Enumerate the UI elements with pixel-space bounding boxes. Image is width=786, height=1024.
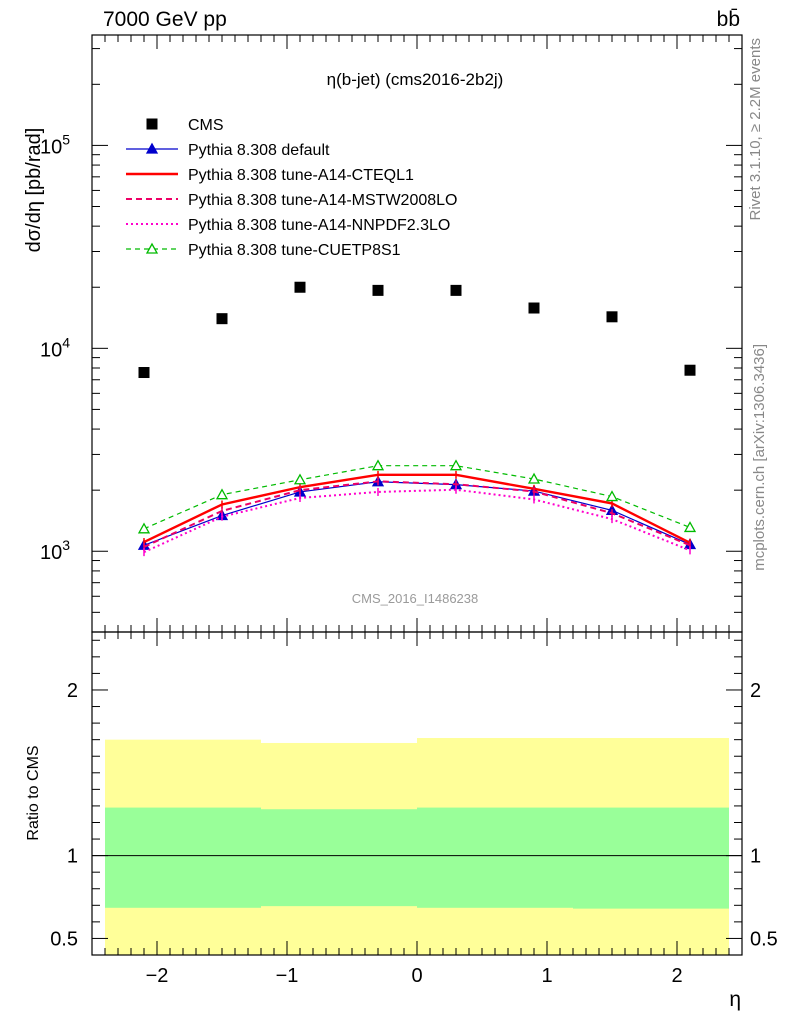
x-tick-label: 0 xyxy=(411,965,422,987)
data-point xyxy=(684,364,696,376)
mcplots-label: mcplots.cern.ch [arXiv:1306.3436] xyxy=(751,344,768,571)
data-point xyxy=(145,142,159,154)
legend-label: Pythia 8.308 default xyxy=(188,142,330,159)
ratio-tick-labels: 0.5 0.5 1 1 2 2 −2 −1 0 1 2 xyxy=(50,680,778,987)
main-y-tick-labels: 103 104 105 xyxy=(40,131,70,564)
analysis-watermark: CMS_2016_I1486238 xyxy=(352,591,479,606)
data-point xyxy=(138,367,150,379)
ratio-y-tick-label: 0.5 xyxy=(50,928,78,950)
legend-label: Pythia 8.308 tune-A14-NNPDF2.3LO xyxy=(188,217,450,234)
y-tick-label: 104 xyxy=(40,334,70,361)
data-point xyxy=(371,459,385,471)
y-tick-label: 105 xyxy=(40,131,70,158)
ratio-y-tick-label-right: 2 xyxy=(750,680,761,702)
ratio-y-tick-label: 1 xyxy=(67,846,78,868)
ratio-band xyxy=(261,809,417,907)
ratio-band xyxy=(573,807,729,909)
process-label: bb̄ xyxy=(717,8,740,31)
legend-label: CMS xyxy=(188,117,224,134)
data-point xyxy=(216,313,228,325)
legend-label: Pythia 8.308 tune-A14-CTEQL1 xyxy=(188,167,414,184)
ratio-y-tick-label-right: 0.5 xyxy=(750,928,778,950)
series-line xyxy=(143,473,691,544)
x-axis-label: η xyxy=(729,988,741,1011)
data-point xyxy=(605,490,619,502)
ratio-ylabel: Ratio to CMS xyxy=(25,745,42,840)
ratio-bands xyxy=(92,738,742,955)
legend-label: Pythia 8.308 tune-CUETP8S1 xyxy=(188,242,401,259)
series-line xyxy=(143,480,691,548)
x-tick-label: −2 xyxy=(146,965,169,987)
y-tick-label: 103 xyxy=(40,537,70,564)
ratio-band xyxy=(417,807,573,908)
data-point xyxy=(527,472,541,484)
ratio-y-tick-label: 2 xyxy=(67,680,78,702)
data-point xyxy=(145,242,159,254)
data-point xyxy=(137,522,151,534)
ratio-panel: Ratio to CMS η 0.5 0.5 1 1 2 2 −2 −1 0 1 2 xyxy=(25,631,778,1011)
energy-label: 7000 GeV pp xyxy=(103,8,227,31)
data-point xyxy=(294,281,306,293)
main-series xyxy=(137,281,697,557)
legend: CMS Pythia 8.308 default Pythia 8.308 tune… xyxy=(126,117,457,259)
ratio-y-tick-label-right: 1 xyxy=(750,846,761,868)
data-point xyxy=(215,488,229,500)
main-ylabel: dσ/dη [pb/rad] xyxy=(23,128,45,253)
data-point xyxy=(606,311,618,323)
x-tick-label: 1 xyxy=(541,965,552,987)
data-point xyxy=(449,459,463,471)
ratio-frame xyxy=(91,631,743,956)
series-line xyxy=(143,465,691,530)
ratio-ticks xyxy=(91,632,743,956)
data-point xyxy=(372,284,384,296)
main-title: η(b-jet) (cms2016-2b2j) xyxy=(327,70,504,89)
x-tick-label: 2 xyxy=(671,965,682,987)
data-point xyxy=(293,473,307,485)
legend-label: Pythia 8.308 tune-A14-MSTW2008LO xyxy=(188,192,457,209)
x-tick-label: −1 xyxy=(276,965,299,987)
rivet-label: Rivet 3.1.10, ≥ 2.2M events xyxy=(747,38,764,221)
ratio-band xyxy=(105,807,261,908)
data-point xyxy=(528,302,540,314)
data-point xyxy=(683,521,697,533)
main-ticks xyxy=(91,35,743,633)
main-panel: η(b-jet) (cms2016-2b2j) CMS_2016_I148623… xyxy=(23,34,743,633)
legend-marker xyxy=(146,118,158,130)
data-point xyxy=(450,284,462,296)
